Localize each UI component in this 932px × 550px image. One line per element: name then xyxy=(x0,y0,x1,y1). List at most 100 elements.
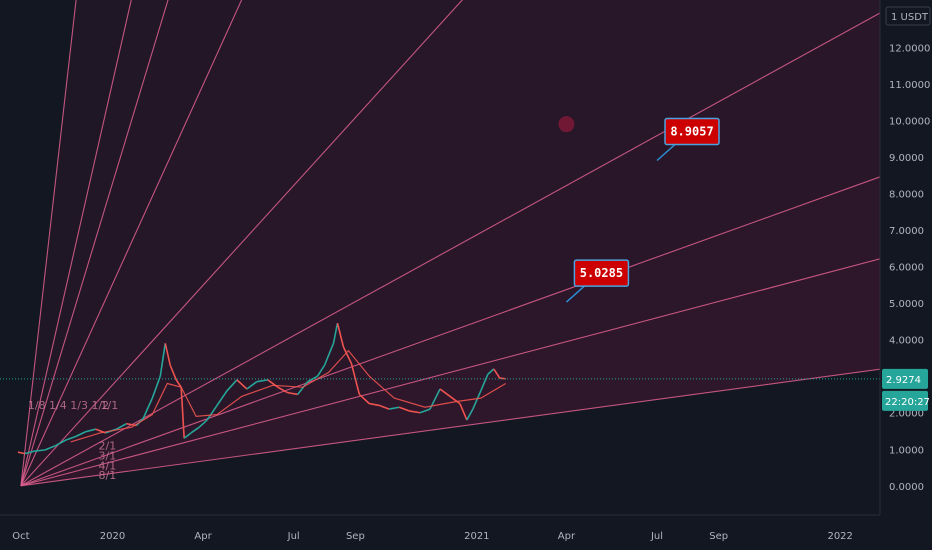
y-axis-background xyxy=(880,0,932,515)
y-axis[interactable]: 1 USDT 12.0000 11.0000 10.0000 9.0000 8.0000… xyxy=(879,0,932,515)
fan-label-2-1: 2/1 xyxy=(99,439,117,452)
y-tick-label: 0.0000 xyxy=(889,482,924,493)
price-segment xyxy=(449,395,461,405)
price-segment xyxy=(85,428,96,433)
price-segment xyxy=(297,381,309,395)
countdown-badge xyxy=(882,390,928,411)
x-tick-label: Apr xyxy=(194,531,212,542)
moving-average-line xyxy=(70,349,507,443)
price-segment xyxy=(159,343,167,377)
x-tick-label: 2021 xyxy=(464,531,489,542)
callout-box[interactable] xyxy=(664,117,720,146)
fan-label-group: 1/8 1/4 1/3 1/2 xyxy=(28,399,109,412)
price-segment xyxy=(487,368,495,375)
y-tick-label: 7.0000 xyxy=(889,226,924,237)
y-tick-label: 1.0000 xyxy=(889,445,924,456)
price-segment xyxy=(34,449,45,452)
price-segment xyxy=(198,419,208,428)
price-segment xyxy=(246,381,258,390)
price-segment xyxy=(472,390,482,410)
fan-line-8-1 xyxy=(20,368,880,487)
gann-fan-lines[interactable] xyxy=(20,0,932,487)
price-segment xyxy=(55,439,67,447)
fan-line-2-1 xyxy=(20,12,880,487)
x-tick-label: Apr xyxy=(558,531,576,542)
x-tick-label: 2022 xyxy=(827,531,852,542)
current-price-label: 2.9274 xyxy=(886,375,921,386)
price-segment xyxy=(409,410,421,414)
fan-line-1-1 xyxy=(20,0,463,487)
price-segment xyxy=(216,390,228,406)
price-segment xyxy=(17,451,26,455)
y-tick-label: 2.0000 xyxy=(889,409,924,420)
fan-label-3-1: 3/1 xyxy=(99,449,117,462)
price-segment xyxy=(236,379,248,390)
price-segment xyxy=(439,388,451,397)
price-segment xyxy=(164,343,172,366)
price-segment xyxy=(206,404,218,421)
price-segment xyxy=(459,403,468,421)
price-segment xyxy=(226,379,238,392)
price-segment xyxy=(151,375,162,399)
price-segment xyxy=(358,393,370,405)
price-segment xyxy=(332,323,339,344)
price-segment xyxy=(183,432,192,439)
price-segment xyxy=(116,422,127,430)
price-segment xyxy=(256,379,268,383)
currency-label: 1 USDT xyxy=(891,12,929,23)
y-tick-label: 6.0000 xyxy=(889,263,924,274)
x-tick-label: Jul xyxy=(650,531,663,542)
fan-line-3-1 xyxy=(20,176,880,487)
price-segment xyxy=(65,435,76,441)
x-tick-label: Jul xyxy=(287,531,300,542)
price-segment xyxy=(323,343,335,366)
price-segment xyxy=(316,364,326,377)
y-tick-label: 11.0000 xyxy=(889,80,930,91)
countdown-label: 22:20:27 xyxy=(885,397,930,408)
price-segment xyxy=(419,408,431,414)
callout-label: 8.9057 xyxy=(670,125,713,139)
price-segment xyxy=(277,386,289,394)
price-callout-high[interactable]: 8.9057 xyxy=(656,117,720,162)
currency-badge[interactable] xyxy=(885,6,931,26)
current-price-badge xyxy=(882,368,928,389)
callout-pointer xyxy=(656,143,676,162)
fan-label-1-1: 1/1 xyxy=(101,399,119,412)
price-segment xyxy=(190,426,200,434)
price-segment xyxy=(369,402,380,407)
x-tick-label: 2020 xyxy=(100,531,125,542)
drawing-marker[interactable] xyxy=(558,116,575,133)
x-tick-label: Sep xyxy=(709,531,728,542)
gann-fan-labels: 1/8 1/4 1/3 1/2 1/1 2/1 3/1 4/1 8/1 xyxy=(28,399,118,482)
price-segment xyxy=(287,391,298,396)
price-segment xyxy=(342,346,353,364)
price-segment xyxy=(24,450,36,455)
price-segment xyxy=(389,406,400,410)
callout-box[interactable] xyxy=(573,259,630,287)
x-tick-label: Oct xyxy=(12,531,29,542)
x-axis[interactable]: Oct 2020 Apr Jul Sep 2021 Apr Jul Sep 2022 xyxy=(0,514,880,542)
price-segment xyxy=(175,379,182,388)
price-segment xyxy=(379,404,390,410)
y-tick-label: 10.0000 xyxy=(889,117,930,128)
price-callout-mid[interactable]: 5.0285 xyxy=(565,259,630,303)
price-segment xyxy=(75,431,86,438)
price-segment xyxy=(398,406,410,412)
price-segment xyxy=(142,397,154,419)
price-segment xyxy=(466,408,474,421)
callout-label: 5.0285 xyxy=(580,266,623,280)
price-segment xyxy=(169,364,177,381)
price-segment xyxy=(480,374,489,392)
price-segment xyxy=(180,387,185,439)
fan-label-4-1: 4/1 xyxy=(99,459,117,472)
x-axis-ticks: Oct 2020 Apr Jul Sep 2021 Apr Jul Sep 2022 xyxy=(12,531,853,542)
price-segment xyxy=(44,444,57,451)
fan-line-4-1 xyxy=(20,258,880,487)
y-tick-label: 12.0000 xyxy=(889,43,930,54)
fan-label-8-1: 8/1 xyxy=(99,469,117,482)
price-series xyxy=(17,323,507,455)
callout-pointer xyxy=(565,285,585,303)
x-tick-label: Sep xyxy=(346,531,365,542)
